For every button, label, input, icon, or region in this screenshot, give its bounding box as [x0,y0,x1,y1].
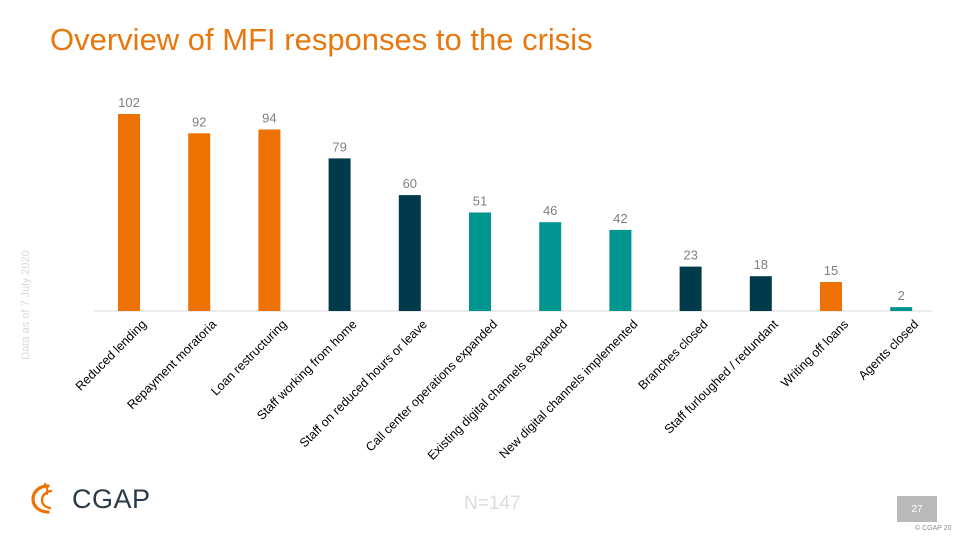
category-label: Existing digital channels expanded [425,317,571,463]
category-label: Reduced lending [73,317,149,393]
category-label: Call center operations expanded [363,317,500,454]
data-label: 51 [473,194,487,209]
category-label: Staff on reduced hours or leave [297,317,430,450]
category-label: Agents closed [856,317,921,382]
bar [469,212,491,311]
bar [890,307,913,311]
data-label: 60 [403,176,417,191]
bar [258,129,281,311]
data-label: 23 [683,248,697,263]
data-label: 46 [543,203,557,218]
data-label: 18 [754,257,768,272]
category-label: New digital channels implemented [496,317,640,461]
category-label: Writing off loans [778,317,851,390]
bar [539,222,562,311]
bar [188,133,211,311]
data-label: 94 [262,111,276,126]
category-label: Loan restructuring [208,317,289,398]
data-label: 102 [118,95,140,110]
logo-text: CGAP [72,483,151,514]
bar [749,276,772,311]
data-label: 2 [898,288,905,303]
bar [820,282,842,311]
page-title: Overview of MFI responses to the crisis [50,22,593,57]
sample-size-label: N=147 [464,493,521,514]
cgap-logo: CGAP [28,482,151,516]
page-number: 27 [897,496,937,522]
category-label: Staff furloughed / redundant [662,317,782,437]
copyright-text: © CGAP 20 [915,525,952,532]
bar [398,195,421,311]
data-label: 92 [192,114,206,129]
data-label: 42 [613,211,627,226]
bar [118,114,140,311]
data-label: 15 [824,263,838,278]
data-label: 79 [332,139,346,154]
category-label: Branches closed [635,317,710,392]
bar [328,158,351,311]
bar [679,266,702,311]
cgap-logo-icon [31,483,53,514]
bar [609,229,632,311]
